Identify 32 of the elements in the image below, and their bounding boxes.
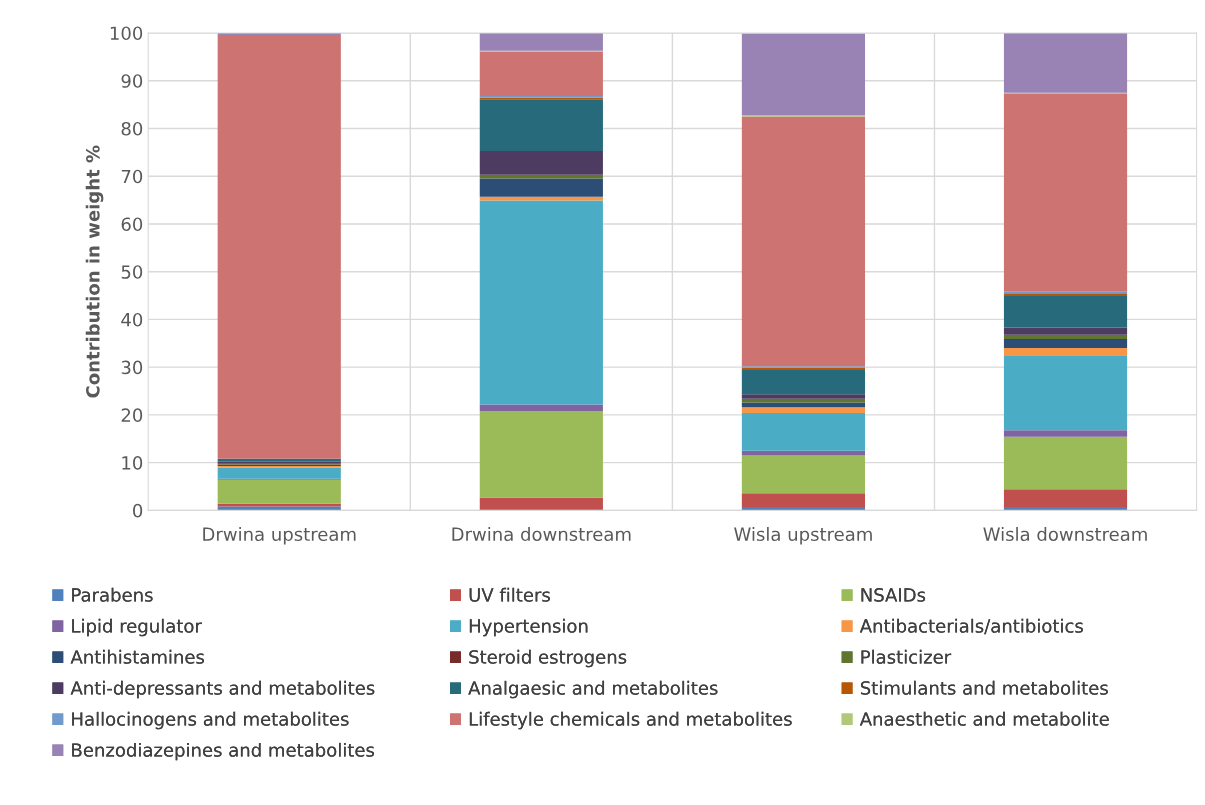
y-tick-label: 80: [121, 121, 143, 136]
legend-label: Plasticizer: [861, 649, 952, 664]
x-tick-label: Drwina downstream: [452, 527, 631, 542]
legend-label: Stimulants and metabolites: [860, 680, 1108, 695]
x-tick-label: Drwina upstream: [203, 527, 356, 545]
legend-label: Parabens: [72, 587, 153, 602]
y-tick-label: 10: [122, 456, 143, 470]
y-tick-label: 70: [121, 169, 143, 184]
y-axis-title: Contribution in weight %: [85, 145, 104, 398]
legend-label: Benzodiazepines and metabolites: [72, 742, 375, 761]
y-tick-label: 40: [121, 312, 143, 327]
legend-label: Hypertension: [469, 618, 588, 637]
legend-label: NSAIDs: [861, 588, 926, 602]
legend-label: Lipid regulator: [72, 618, 202, 637]
y-tick-label: 30: [121, 360, 143, 375]
legend-label: Antihistamines: [70, 649, 205, 664]
y-tick-label: 90: [121, 74, 143, 88]
legend-label: Anaesthetic and metabolite: [859, 711, 1109, 726]
y-tick-label: 0: [133, 503, 143, 518]
x-tick-label: Wisla downstream: [983, 527, 1147, 542]
y-tick-label: 20: [121, 408, 143, 423]
y-tick-label: 60: [121, 217, 143, 232]
x-tick-label: Wisla upstream: [734, 527, 872, 545]
legend-label: Analgaesic and metabolites: [468, 680, 718, 699]
legend-label: Anti-depressants and metabolites: [70, 680, 375, 699]
legend-label: UV filters: [469, 587, 550, 602]
legend-label: Steroid estrogens: [469, 649, 627, 668]
legend-label: Antibacterials/antibiotics: [859, 618, 1083, 635]
y-tick-label: 100: [110, 26, 143, 41]
y-tick-label: 50: [121, 265, 143, 279]
legend-label: Lifestyle chemicals and metabolites: [469, 711, 792, 730]
legend-label: Hallocinogens and metabolites: [72, 711, 349, 730]
